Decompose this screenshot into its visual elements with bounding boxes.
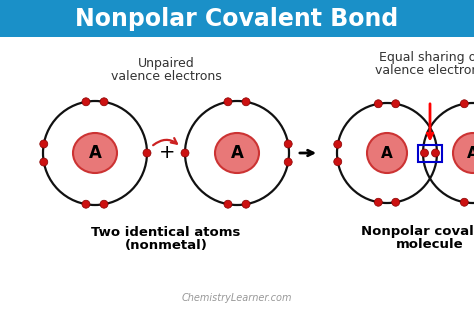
Text: valence electrons: valence electrons [110, 70, 221, 83]
Text: valence electrons: valence electrons [374, 64, 474, 77]
Circle shape [100, 200, 108, 208]
Circle shape [181, 149, 189, 157]
Circle shape [460, 198, 468, 206]
Text: A: A [89, 144, 101, 162]
Circle shape [334, 158, 342, 166]
Text: A: A [230, 144, 244, 162]
Text: A: A [467, 145, 474, 161]
Circle shape [374, 100, 383, 108]
Text: Equal sharing of: Equal sharing of [379, 52, 474, 64]
Text: Unpaired: Unpaired [137, 58, 194, 70]
Bar [418, 144, 442, 161]
Circle shape [82, 200, 90, 208]
Circle shape [143, 149, 151, 157]
Circle shape [460, 100, 468, 108]
Circle shape [284, 158, 292, 166]
Circle shape [224, 98, 232, 106]
Text: +: + [159, 143, 175, 162]
Text: molecule: molecule [396, 239, 464, 252]
Ellipse shape [215, 133, 259, 173]
Text: A: A [381, 145, 393, 161]
Text: (nonmetal): (nonmetal) [125, 239, 208, 252]
Circle shape [82, 98, 90, 106]
Circle shape [242, 200, 250, 208]
Circle shape [334, 140, 342, 148]
Circle shape [392, 100, 400, 108]
Ellipse shape [367, 133, 407, 173]
Ellipse shape [453, 133, 474, 173]
Circle shape [100, 98, 108, 106]
Text: ChemistryLearner.com: ChemistryLearner.com [182, 293, 292, 303]
FancyArrowPatch shape [153, 138, 177, 145]
Circle shape [431, 149, 439, 157]
Ellipse shape [73, 133, 117, 173]
Circle shape [224, 200, 232, 208]
Circle shape [242, 98, 250, 106]
Circle shape [284, 140, 292, 148]
Circle shape [40, 158, 48, 166]
Circle shape [392, 198, 400, 206]
Circle shape [420, 149, 428, 157]
Text: Nonpolar covalent: Nonpolar covalent [361, 226, 474, 239]
Text: Nonpolar Covalent Bond: Nonpolar Covalent Bond [75, 7, 399, 31]
Text: Two identical atoms: Two identical atoms [91, 226, 241, 239]
Circle shape [40, 140, 48, 148]
Circle shape [374, 198, 383, 206]
Bar [0, 0, 474, 37]
